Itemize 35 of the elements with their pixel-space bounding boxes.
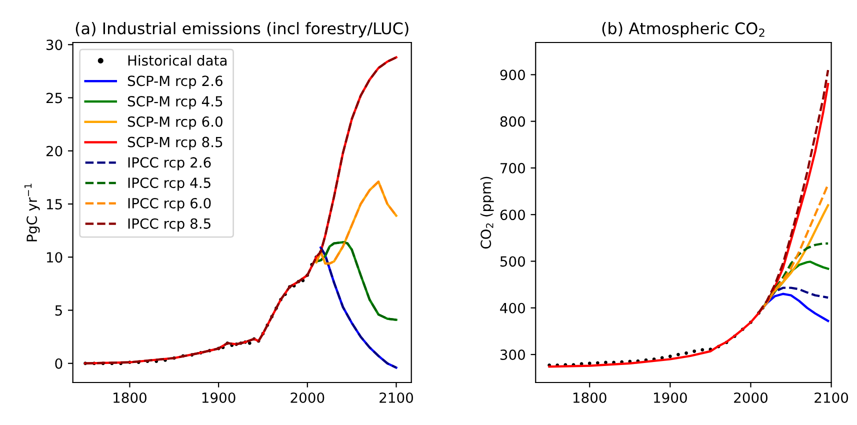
x-tick-label: 1800 [573,392,606,403]
legend-label: SCP-M rcp 8.5 [128,136,222,150]
x-tick-label: 2100 [814,392,848,403]
y-tick-label: 20 [46,146,62,156]
x-tick-label: 2100 [380,392,414,403]
legend-label: IPCC rcp 4.5 [128,178,210,191]
y-tick-label: 600 [500,210,525,220]
x-tick-label: 1900 [202,392,236,403]
legend-label: SCP-M rcp 4.5 [128,96,222,110]
legend-label: IPCC rcp 8.5 [128,218,210,232]
y-tick-label: 700 [500,162,525,174]
y-tick-label: 30 [46,40,62,50]
y-tick-label: 400 [500,302,525,314]
x-tick-label: 1800 [114,392,146,403]
x-tick-label: 2000 [290,392,324,403]
y-tick-label: 25 [46,92,62,104]
legend-label: IPCC rcp 2.6 [128,157,211,170]
y-axis-title: PgC yr$^{−1}$ [24,184,40,242]
y-axis-title: CO$_{2}$ (ppm) [480,176,494,249]
x-tick-label: 1900 [654,392,687,403]
y-tick-label: 15 [46,199,62,210]
y-tick-label: 5 [55,305,62,316]
legend-label: SCP-M rcp 6.0 [128,116,222,130]
legend-label: Historical data [128,55,227,66]
y-tick-label: 0 [55,358,62,369]
y-tick-label: 500 [500,256,525,267]
y-tick-label: 800 [500,116,525,127]
chart-title: (b) Atmospheric CO$_{2}$ [602,22,764,38]
y-tick-label: 900 [500,70,525,80]
legend-label: IPCC rcp 6.0 [128,198,211,212]
x-tick-label: 2000 [734,392,768,403]
y-tick-label: 300 [500,349,525,360]
chart-title: (a) Industrial emissions (incl forestry/LUC) [76,22,408,38]
y-tick-label: 10 [46,252,62,263]
legend-label: SCP-M rcp 2.6 [128,76,222,89]
